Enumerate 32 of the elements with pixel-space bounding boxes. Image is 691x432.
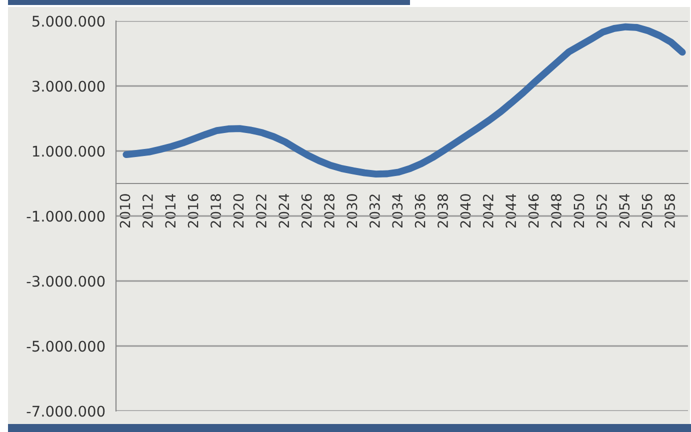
x-tick-label: 2042 (482, 194, 494, 228)
x-tick-label: 2020 (233, 194, 244, 228)
x-tick-label: 2032 (369, 194, 380, 228)
y-tick-label: -5.000.000 (26, 340, 105, 352)
x-tick-label: 2014 (165, 194, 176, 228)
y-tick-label: 5.000.000 (32, 16, 105, 27)
y-tick-label: -1.000.000 (26, 210, 105, 222)
x-tick-label: 2022 (256, 194, 266, 228)
x-tick-label: 2028 (324, 194, 335, 228)
x-tick-label: 2044 (506, 194, 516, 228)
x-tick-label: 2038 (438, 194, 448, 228)
y-tick-label: 1.000.000 (32, 146, 105, 157)
x-tick-label: 2024 (278, 194, 290, 228)
x-tick-label: 2012 (142, 194, 153, 228)
x-tick-label: 2056 (642, 194, 652, 228)
x-tick-label: 2016 (188, 194, 198, 228)
x-tick-label: 2010 (120, 194, 130, 228)
x-tick-label: 2026 (301, 194, 312, 228)
x-tick-label: 2030 (346, 194, 358, 228)
y-tick-label: 3.000.000 (32, 80, 105, 92)
x-tick-label: 2018 (210, 194, 222, 228)
x-tick-label: 2046 (528, 194, 539, 228)
x-tick-label: 2058 (664, 194, 676, 228)
y-tick-label: -3.000.000 (26, 276, 105, 287)
x-tick-label: 2040 (460, 194, 471, 228)
x-tick-label: 2034 (392, 194, 403, 228)
x-tick-label: 2036 (414, 194, 426, 228)
x-tick-label: 2050 (574, 194, 584, 228)
x-tick-label: 2048 (551, 194, 562, 228)
x-tick-label: 2054 (619, 194, 630, 228)
y-tick-label: -7.000.000 (26, 406, 105, 417)
x-tick-label: 2052 (596, 194, 607, 228)
